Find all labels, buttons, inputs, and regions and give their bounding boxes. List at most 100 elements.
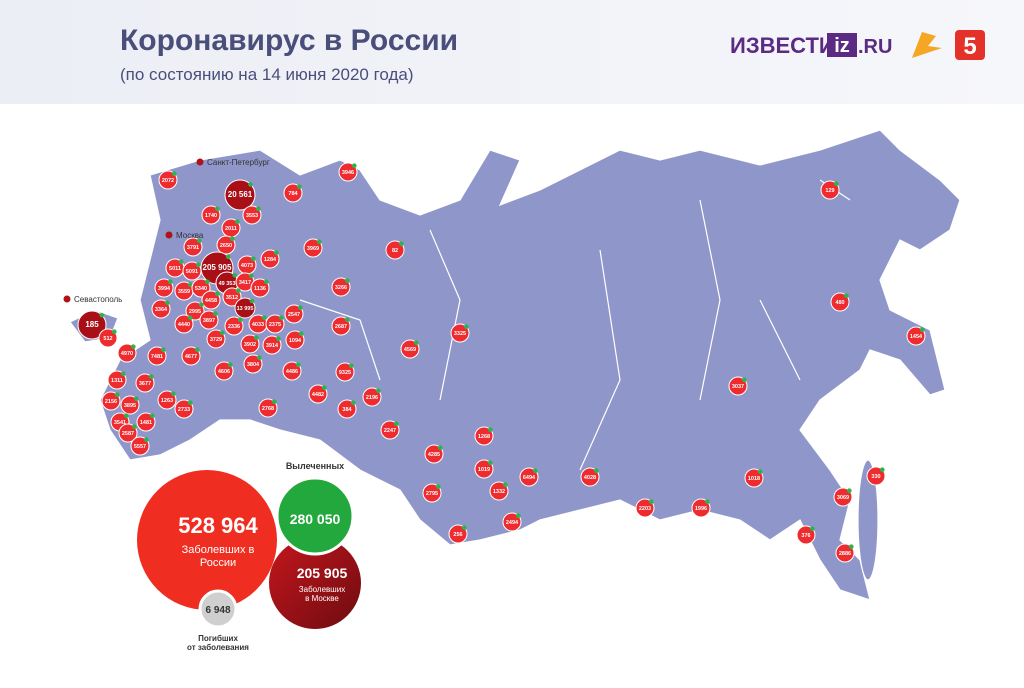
region-value: 4028 (584, 475, 596, 481)
recovery-dot (758, 469, 763, 475)
logo-iz-box (827, 33, 857, 57)
recovery-dot (464, 324, 469, 330)
region-circle (450, 323, 470, 343)
region-value: 5091 (186, 269, 198, 275)
region-value: 1136 (254, 286, 266, 292)
region-value: 512 (103, 336, 112, 342)
region-value: 3325 (454, 331, 466, 337)
region-circle (331, 316, 351, 336)
logo-ru: .RU (858, 36, 892, 58)
deaths-bubble (198, 589, 238, 629)
recovery-dot (298, 305, 303, 311)
region-value: 3897 (203, 318, 215, 324)
region-circle (833, 487, 853, 507)
region-circle (796, 525, 816, 545)
region-circle (174, 314, 194, 334)
region-circle (337, 399, 357, 419)
region-value: 480 (835, 300, 844, 306)
region-circle (262, 335, 282, 355)
sakhalin-shape (857, 459, 879, 581)
recovery-dot (299, 331, 304, 337)
recovery-dot (296, 362, 301, 368)
recovered-bubble (275, 476, 355, 556)
region-circle (98, 328, 118, 348)
recovery-dot (376, 388, 381, 394)
region-circle (284, 304, 304, 324)
region-circle (243, 354, 263, 374)
region-value: 2995 (189, 309, 201, 315)
region-circle (830, 292, 850, 312)
recovery-dot (322, 385, 327, 391)
region-circle (502, 512, 522, 532)
recovery-dot (238, 317, 243, 323)
region-circle (158, 170, 178, 190)
recovery-dot (150, 413, 155, 419)
region-circle (250, 278, 270, 298)
region-value: 3364 (155, 307, 168, 313)
moscow-value: 205 905 (297, 565, 348, 581)
recovery-dot (317, 239, 322, 244)
logo-5-box (955, 30, 985, 60)
region-value: 2494 (506, 520, 519, 526)
region-value: 7481 (151, 354, 163, 360)
region-circle (422, 483, 442, 503)
region-value: 3902 (244, 342, 256, 348)
recovery-dot (742, 377, 747, 383)
region-value: 2203 (639, 506, 651, 512)
recovery-dot (345, 278, 350, 284)
recovery-dot (179, 259, 184, 265)
region-circle (206, 329, 226, 349)
region-circle (285, 330, 305, 350)
recovery-dot (516, 513, 521, 518)
recovery-dot (195, 347, 200, 353)
region-value: 330 (871, 474, 880, 480)
recovery-dot (188, 282, 193, 288)
recovery-dot (844, 293, 849, 299)
recovery-dot (276, 336, 281, 342)
region-circle (385, 240, 405, 260)
subtitle: (по состоянию на 14 июня 2020 года) (120, 65, 414, 84)
recovery-dot (834, 181, 839, 186)
region-circle (154, 278, 174, 298)
region-value: 2587 (122, 431, 134, 437)
deaths-label: Погибших от заболевания (187, 634, 249, 652)
recovered-label: Вылеченных (286, 461, 344, 471)
recovery-dot (399, 241, 404, 246)
region-circle (130, 436, 150, 456)
recovery-dot (649, 499, 654, 505)
region-value: 4285 (428, 452, 440, 458)
region-circle (222, 287, 242, 307)
recovery-dot (220, 330, 225, 336)
region-value: 1018 (748, 476, 760, 482)
region-circle (224, 179, 256, 211)
logo-5: 5 (963, 33, 976, 60)
region-circle (224, 316, 244, 336)
recovery-dot (228, 362, 233, 368)
region-value: 3791 (187, 245, 199, 251)
region-value: 3969 (307, 246, 319, 252)
region-value: 4486 (286, 369, 298, 375)
region-value: 49 353 (219, 281, 236, 287)
region-value: 3069 (837, 495, 849, 501)
recovery-dot (161, 347, 166, 353)
summary: 528 964 Заболевших в России Вылеченных 28… (137, 461, 361, 652)
region-circle (199, 310, 219, 330)
region-value: 1332 (493, 489, 505, 495)
region-value: 3037 (732, 384, 744, 390)
region-value: 2196 (366, 395, 378, 401)
region-circle (866, 466, 886, 486)
recovery-dot (168, 279, 173, 285)
region-circle (400, 339, 420, 359)
recovery-dot (144, 437, 149, 443)
recovery-dot (705, 499, 710, 505)
region-value: 3677 (139, 381, 151, 387)
region-value: 9325 (339, 370, 351, 376)
recovery-dot (438, 445, 443, 451)
region-value: 1454 (910, 334, 923, 340)
region-circle (820, 180, 840, 200)
recovery-dot (215, 291, 220, 297)
recovery-dot (132, 424, 137, 430)
region-circle (240, 334, 260, 354)
recovery-dot (594, 468, 599, 474)
region-value: 20 561 (228, 190, 253, 199)
